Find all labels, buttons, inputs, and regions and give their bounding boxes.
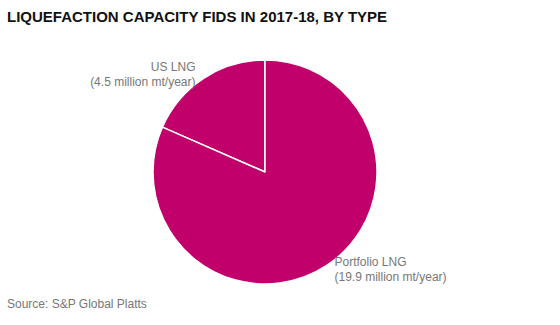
svg-text:US LNG: US LNG — [151, 60, 196, 74]
svg-text:(19.9 million mt/year): (19.9 million mt/year) — [335, 270, 447, 284]
svg-text:LIQUEFACTION CAPACITY FIDS IN: LIQUEFACTION CAPACITY FIDS IN 2017-18, B… — [7, 8, 387, 25]
svg-text:Source: S&P Global Platts: Source: S&P Global Platts — [7, 297, 147, 311]
svg-text:Portfolio LNG: Portfolio LNG — [335, 255, 407, 269]
svg-text:(4.5 million mt/year): (4.5 million mt/year) — [90, 75, 195, 89]
